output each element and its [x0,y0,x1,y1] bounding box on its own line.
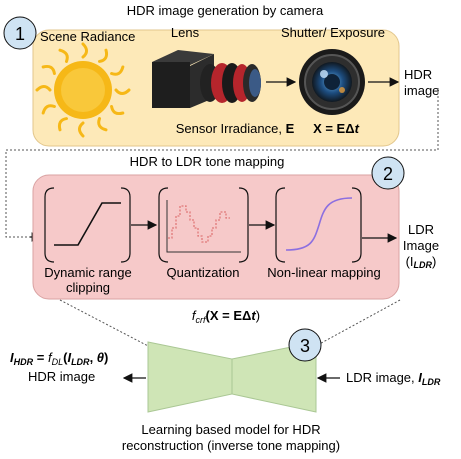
scene-radiance-label: Scene Radiance [40,29,135,44]
clipping-block [44,187,131,263]
sun-ray [98,48,109,63]
sun-ray [110,105,125,116]
funnel-line-right [313,299,401,348]
hdr-image-label: HDR image [28,369,95,384]
sun-ray [57,117,68,132]
sun-ray [77,121,85,138]
inverse-tone-mapping-network [147,341,317,413]
sun-ray [114,88,131,96]
hdr-reconstruction-equation: IHDR = fDL(ILDR, θ) [10,350,108,367]
stage2-number: 2 [383,164,393,184]
camera-lens-icon [152,50,261,108]
ldr-image-input-label: LDR image, ILDR [346,370,441,387]
stage2-panel [32,174,400,300]
sun-ray [35,84,52,92]
sensor-irradiance-label: Sensor Irradiance, E [176,121,295,136]
sun-ray [41,104,56,115]
sun-ray [97,117,108,132]
stage2-badge [371,156,405,190]
hdr-image-output-line1: HDR [404,67,432,82]
clipping-label-line2: clipping [66,280,110,295]
sun-icon [35,42,131,138]
network-caption-line1: Learning based model for HDR [141,422,320,437]
ldr-output-line2: Image [403,238,439,253]
stage1-number: 1 [15,24,25,44]
exposure-equation: X = EΔt [313,121,360,136]
clipping-label-line1: Dynamic range [44,265,131,280]
ldr-output-line3: (ILDR) [406,254,437,270]
stage2-title: HDR to LDR tone mapping [130,154,285,169]
sun-ray [110,65,125,76]
sun-ray [58,48,69,63]
hdr-image-output-line2: image [404,83,439,98]
connector-stage1-to-stage2 [5,88,439,238]
lens-label: Lens [171,25,200,40]
stage1-badge [3,16,37,50]
shutter-icon [299,49,365,115]
ldr-output-line1: LDR [408,222,434,237]
stage3-number: 3 [300,336,310,356]
network-caption-line2: reconstruction (inverse tone mapping) [122,438,340,453]
nonlinear-label: Non-linear mapping [267,265,380,280]
quantization-label: Quantization [167,265,240,280]
sun-ray [41,64,56,75]
sun-ray [81,42,89,59]
stage1-title: HDR image generation by camera [127,3,324,18]
nonlinear-block [275,187,362,263]
quantization-block [158,187,249,263]
shutter-label: Shutter/ Exposure [281,25,385,40]
funnel-line-left [59,299,151,348]
stage3-badge [288,328,322,362]
crf-equation: fcrf(X = EΔt) [192,308,260,325]
